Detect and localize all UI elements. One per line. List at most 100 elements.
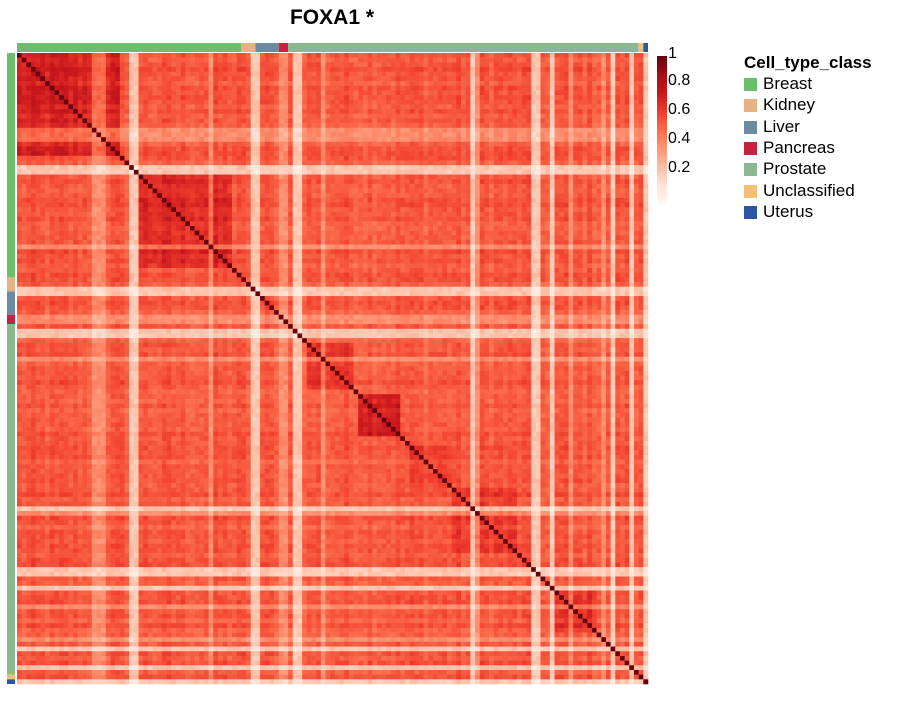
heatmap-cell <box>559 207 565 213</box>
heatmap-cell <box>619 183 625 189</box>
heatmap-cell <box>40 90 46 96</box>
heatmap-cell <box>255 109 261 115</box>
heatmap-cell <box>507 67 513 72</box>
heatmap-cell <box>143 109 149 115</box>
heatmap-cell <box>372 109 378 115</box>
heatmap-cell <box>601 53 607 58</box>
heatmap-cell <box>45 202 51 208</box>
heatmap-cell <box>54 113 60 119</box>
heatmap-cell <box>222 146 228 152</box>
heatmap-cell <box>601 160 607 166</box>
heatmap-cell <box>568 109 574 115</box>
heatmap-cell <box>484 118 490 124</box>
heatmap-cell <box>199 155 205 161</box>
heatmap-cell <box>409 155 415 161</box>
heatmap-cell <box>147 81 153 87</box>
heatmap-cell <box>73 137 79 143</box>
heatmap-cell <box>203 127 209 133</box>
heatmap-cell <box>503 202 509 208</box>
heatmap-cell <box>138 183 144 189</box>
heatmap-cell <box>143 53 149 58</box>
heatmap-cell <box>260 132 266 138</box>
heatmap-cell <box>26 169 32 175</box>
heatmap-cell <box>199 62 205 68</box>
heatmap-cell <box>601 99 607 105</box>
heatmap-cell <box>45 109 51 115</box>
heatmap-cell <box>498 81 504 87</box>
heatmap-cell <box>222 71 228 77</box>
heatmap-cell <box>283 53 289 58</box>
heatmap-cell <box>274 132 280 138</box>
heatmap-cell <box>545 160 551 166</box>
heatmap-cell <box>152 99 158 105</box>
heatmap-cell <box>21 216 27 222</box>
heatmap-cell <box>274 146 280 152</box>
heatmap-cell <box>63 207 69 213</box>
heatmap-cell <box>250 188 256 194</box>
heatmap-cell <box>390 85 396 91</box>
heatmap-cell <box>414 165 420 171</box>
heatmap-cell <box>31 99 36 105</box>
heatmap-cell <box>129 67 135 72</box>
heatmap-cell <box>386 71 392 77</box>
heatmap-cell <box>35 76 41 82</box>
heatmap-cell <box>35 216 41 222</box>
heatmap-cell <box>292 53 298 58</box>
heatmap-cell <box>260 57 266 63</box>
heatmap-cell <box>101 81 107 87</box>
heatmap-cell <box>535 95 541 101</box>
heatmap-cell <box>73 71 79 77</box>
heatmap-cell <box>362 71 368 77</box>
heatmap-cell <box>138 90 144 96</box>
heatmap-cell <box>507 57 513 63</box>
heatmap-cell <box>278 165 284 171</box>
heatmap-cell <box>77 169 83 175</box>
heatmap-cell <box>348 188 354 194</box>
heatmap-cell <box>297 137 303 143</box>
heatmap-cell <box>465 53 471 58</box>
heatmap-cell <box>381 127 387 133</box>
heatmap-cell <box>236 113 242 119</box>
heatmap-cell <box>115 137 121 143</box>
heatmap-cell <box>124 141 130 147</box>
heatmap-cell <box>376 146 382 152</box>
heatmap-cell <box>535 160 541 166</box>
heatmap-cell <box>451 188 457 194</box>
heatmap-cell <box>101 85 107 91</box>
heatmap-cell <box>17 216 22 222</box>
heatmap-cell <box>470 71 476 77</box>
heatmap-cell <box>610 183 616 189</box>
heatmap-cell <box>316 95 322 101</box>
heatmap-cell <box>465 62 471 68</box>
heatmap-cell <box>161 99 167 105</box>
heatmap-cell <box>582 155 588 161</box>
heatmap-cell <box>554 62 560 68</box>
heatmap-cell <box>264 90 270 96</box>
heatmap-cell <box>199 207 205 213</box>
heatmap-cell <box>208 95 214 101</box>
heatmap-cell <box>143 211 149 217</box>
heatmap-cell <box>236 118 242 124</box>
heatmap-cell <box>381 221 387 227</box>
heatmap-cell <box>624 179 630 185</box>
heatmap-cell <box>260 179 266 185</box>
heatmap-cell <box>45 141 51 147</box>
heatmap-cell <box>587 174 593 180</box>
heatmap-cell <box>615 76 621 82</box>
heatmap-cell <box>526 71 532 77</box>
heatmap-cell <box>554 132 560 138</box>
heatmap-cell <box>489 67 495 72</box>
heatmap-cell <box>278 197 284 203</box>
heatmap-cell <box>82 160 88 166</box>
heatmap-cell <box>147 221 153 227</box>
heatmap-cell <box>456 155 462 161</box>
heatmap-cell <box>283 183 289 189</box>
heatmap-cell <box>278 76 284 82</box>
heatmap-cell <box>101 141 107 147</box>
heatmap-cell <box>77 216 83 222</box>
heatmap-cell <box>619 123 625 129</box>
heatmap-cell <box>250 118 256 124</box>
heatmap-cell <box>395 81 401 87</box>
heatmap-cell <box>358 85 364 91</box>
heatmap-cell <box>138 165 144 171</box>
